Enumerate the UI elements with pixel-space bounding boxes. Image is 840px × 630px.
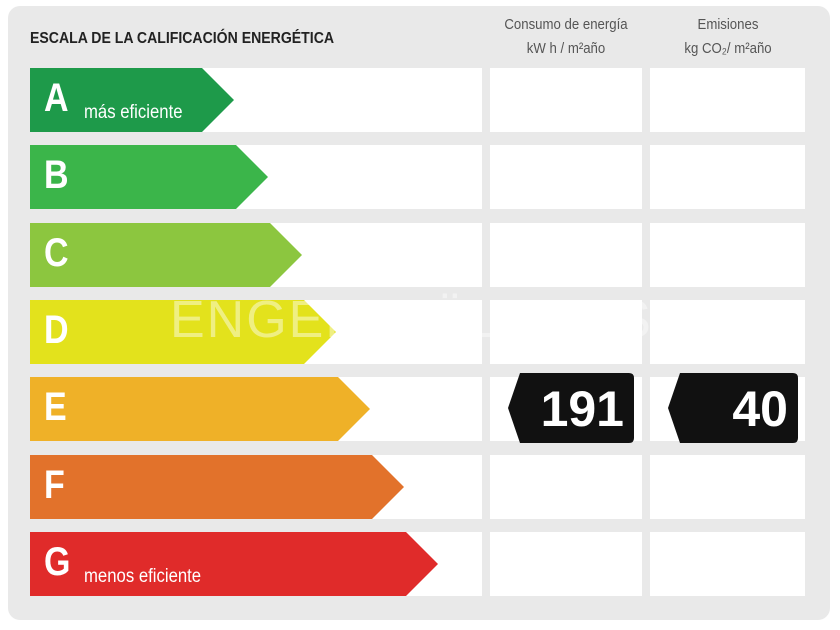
column-unit: kW h / m²año (526, 40, 606, 57)
rating-value: 191 (541, 381, 624, 437)
arrow-shape (30, 68, 234, 132)
column-unit: kg CO₂/ m²año (683, 40, 772, 57)
class-label: más eficiente (84, 102, 183, 123)
value-cell (490, 222, 642, 287)
class-arrow (30, 299, 336, 364)
value-cell (490, 145, 642, 210)
value-cell (490, 299, 642, 364)
class-letter: C (44, 230, 69, 275)
class-arrow (30, 454, 404, 519)
value-cell (650, 145, 805, 210)
title: ESCALA DE LA CALIFICACIÓN ENERGÉTICA (30, 30, 335, 47)
arrow-shape (30, 377, 370, 442)
rating-badge: 40 (668, 373, 798, 444)
class-letter: F (44, 462, 65, 507)
column-title: Emisiones (697, 16, 758, 33)
class-arrow (30, 377, 370, 442)
class-arrow (30, 68, 234, 132)
class-letter: A (44, 76, 69, 120)
class-letter: E (44, 385, 67, 430)
value-cell (490, 531, 642, 596)
value-cell (650, 299, 805, 364)
column-title: Consumo de energía (504, 16, 628, 33)
value-cell (650, 454, 805, 519)
value-cell (650, 68, 805, 132)
watermark: ENGEL&VÖLKERS (170, 291, 653, 349)
class-label: menos eficiente (84, 565, 202, 587)
arrow-shape (30, 222, 302, 287)
class-arrow (30, 145, 268, 210)
badge-shape (508, 373, 634, 444)
arrow-shape (30, 299, 336, 364)
class-letter: G (44, 539, 71, 584)
badge-shape (668, 373, 798, 444)
rating-badge: 191 (508, 373, 634, 444)
value-cell (650, 531, 805, 596)
arrow-shape (30, 531, 438, 596)
class-arrow (30, 531, 438, 596)
value-cell (650, 222, 805, 287)
class-arrow (30, 222, 302, 287)
class-letter: D (44, 307, 69, 352)
value-cell (490, 454, 642, 519)
arrow-shape (30, 454, 404, 519)
value-cell (490, 68, 642, 132)
arrow-shape (30, 145, 268, 210)
class-letter: B (44, 153, 69, 198)
rating-value: 40 (732, 381, 788, 437)
